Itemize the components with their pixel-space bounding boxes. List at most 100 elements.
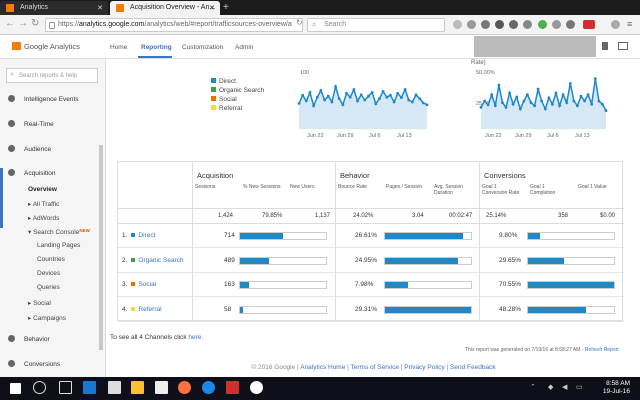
sidebar-scrollbar[interactable] bbox=[99, 145, 103, 350]
task-view-icon[interactable] bbox=[59, 381, 72, 394]
channel-link[interactable]: Referral bbox=[138, 305, 162, 313]
reload-icon[interactable]: ↻ bbox=[31, 18, 40, 29]
sidebar-item-behavior[interactable]: Behavior bbox=[8, 335, 50, 343]
network-icon[interactable]: ◆ bbox=[548, 384, 554, 391]
col-header-pages-session[interactable]: Pages / Session bbox=[386, 184, 423, 190]
extension-icon[interactable] bbox=[509, 20, 518, 29]
app-icon[interactable] bbox=[155, 381, 168, 394]
refresh-report-link[interactable]: Refresh Report bbox=[584, 347, 619, 353]
col-header-new-users[interactable]: New Users bbox=[290, 184, 315, 190]
windows-start-icon[interactable] bbox=[10, 383, 21, 394]
channels-table: Acquisition Behavior Conversions Session… bbox=[117, 161, 624, 322]
conversion-rate-sparkline-chart[interactable] bbox=[477, 73, 610, 131]
app-icon[interactable] bbox=[250, 381, 263, 394]
sidebar-sub-devices[interactable]: Devices bbox=[37, 270, 61, 277]
back-icon[interactable]: ← bbox=[5, 18, 15, 29]
chart-point bbox=[597, 99, 601, 103]
clock-date: 19-Jul-16 bbox=[602, 388, 630, 396]
volume-icon[interactable]: ◀ bbox=[562, 384, 568, 391]
table-row: 1. Direct 714 26.61% 9.80% bbox=[118, 224, 624, 248]
footer-link-privacy[interactable]: Privacy Policy bbox=[404, 364, 445, 371]
chart-point bbox=[543, 107, 547, 111]
firefox-icon[interactable] bbox=[178, 381, 191, 394]
sidebar-sub-search-console[interactable]: ▾ Search ConsoleNEW bbox=[28, 228, 90, 236]
sidebar-sub-queries[interactable]: Queries bbox=[37, 284, 60, 291]
store-icon[interactable] bbox=[83, 381, 96, 394]
new-tab-icon[interactable]: + bbox=[223, 2, 229, 13]
tab-acquisition-overview[interactable]: Acquisition Overview - An... ✕ bbox=[110, 1, 220, 15]
chart-point bbox=[348, 95, 352, 99]
sidebar-sub-social[interactable]: ▸ Social bbox=[28, 300, 51, 307]
language-icon[interactable]: ▭ bbox=[576, 384, 583, 391]
extension-icon[interactable] bbox=[523, 20, 532, 29]
edge-icon[interactable] bbox=[202, 381, 215, 394]
col-header-bounce-rate[interactable]: Bounce Rate bbox=[338, 184, 367, 190]
url-field[interactable]: https://analytics.google.com/analytics/w… bbox=[45, 18, 303, 32]
sidebar-item-intelligence-events[interactable]: Intelligence Events bbox=[8, 95, 79, 103]
footer-link-feedback[interactable]: Send Feedback bbox=[450, 364, 496, 371]
extension-icon[interactable] bbox=[538, 20, 547, 29]
col-header-avg-duration[interactable]: Avg. Session Duration bbox=[434, 184, 464, 197]
see-all-link[interactable]: here. bbox=[188, 334, 204, 341]
apps-icon[interactable] bbox=[618, 42, 628, 50]
menu-icon[interactable]: ≡ bbox=[627, 19, 633, 29]
sidebar-sub-countries[interactable]: Countries bbox=[37, 256, 65, 263]
forward-icon[interactable]: → bbox=[18, 18, 28, 29]
sessions-sparkline-chart[interactable] bbox=[295, 73, 431, 131]
star-icon[interactable] bbox=[453, 20, 462, 29]
file-explorer-icon[interactable] bbox=[131, 381, 144, 394]
extension-icon[interactable] bbox=[566, 20, 575, 29]
col-header-goal1-completion[interactable]: Goal 1 Completion bbox=[530, 184, 556, 197]
col-header-sessions[interactable]: Sessions bbox=[195, 184, 216, 190]
sidebar-item-acquisition[interactable]: Acquisition bbox=[8, 169, 55, 177]
active-section-indicator bbox=[0, 168, 3, 228]
chart-point bbox=[533, 104, 536, 108]
ga-logo[interactable]: Google Analytics bbox=[12, 42, 80, 51]
settings-icon[interactable] bbox=[602, 42, 608, 50]
sidebar-sub-landing-pages[interactable]: Landing Pages bbox=[37, 242, 81, 249]
col-header-new-sessions[interactable]: % New Sessions bbox=[243, 184, 281, 190]
chart-point bbox=[493, 104, 497, 108]
sidebar-sub-campaigns[interactable]: ▸ Campaigns bbox=[28, 315, 66, 322]
channel-link[interactable]: Direct bbox=[138, 232, 156, 239]
footer-link-terms[interactable]: Terms of Service bbox=[350, 364, 399, 371]
tray-chevron-icon[interactable]: ⌃ bbox=[530, 384, 536, 391]
row-rank: 1. bbox=[122, 232, 128, 239]
acrobat-icon[interactable] bbox=[226, 381, 239, 394]
tab-customization[interactable]: Customization bbox=[182, 44, 224, 51]
sidebar-item-conversions[interactable]: Conversions bbox=[8, 360, 60, 368]
reader-icon[interactable] bbox=[467, 20, 476, 29]
col-header-goal1-conv-rate[interactable]: Goal 1 Conversion Rate bbox=[482, 184, 520, 197]
extension-icon[interactable] bbox=[552, 20, 561, 29]
channel-link[interactable]: Organic Search bbox=[138, 256, 184, 264]
search-icon[interactable] bbox=[33, 381, 46, 394]
sidebar-item-real-time[interactable]: Real-Time bbox=[8, 120, 54, 128]
sidebar-item-audience[interactable]: Audience bbox=[8, 145, 51, 153]
footer: © 2016 Google | Analytics Home | Terms o… bbox=[251, 364, 496, 371]
download-icon[interactable] bbox=[481, 20, 490, 29]
browser-search-input[interactable]: ⌕ Search bbox=[307, 18, 445, 32]
sidebar-sub-all-traffic[interactable]: ▸ All Traffic bbox=[28, 201, 60, 208]
col-header-goal1-value[interactable]: Goal 1 Value bbox=[578, 184, 607, 190]
clock[interactable]: 8:58 AM 19-Jul-16 bbox=[603, 380, 630, 397]
sidebar-search-input[interactable]: ⌕ Search reports & help bbox=[6, 68, 98, 83]
chart-point bbox=[407, 98, 411, 102]
footer-link-analytics-home[interactable]: Analytics Home bbox=[300, 364, 346, 371]
account-selector[interactable] bbox=[474, 36, 596, 57]
tab-home[interactable]: Home bbox=[110, 44, 128, 51]
channel-link[interactable]: Social bbox=[138, 281, 157, 288]
home-icon[interactable] bbox=[495, 20, 504, 29]
extension-icon[interactable] bbox=[611, 20, 620, 29]
close-tab-icon[interactable]: ✕ bbox=[209, 5, 215, 12]
url-refresh-icon[interactable]: ↻ bbox=[296, 18, 303, 27]
close-tab-icon[interactable]: ✕ bbox=[97, 5, 103, 12]
chart-point bbox=[385, 95, 389, 99]
chart1-x-label: Jul 13 bbox=[397, 133, 412, 139]
sidebar-sub-overview[interactable]: Overview bbox=[28, 186, 57, 193]
tab-reporting[interactable]: Reporting bbox=[141, 44, 172, 51]
adblock-icon[interactable] bbox=[583, 20, 595, 29]
calculator-icon[interactable] bbox=[108, 381, 121, 394]
tab-analytics[interactable]: Analytics ✕ bbox=[0, 1, 108, 15]
tab-admin[interactable]: Admin bbox=[235, 44, 254, 51]
sidebar-sub-adwords[interactable]: ▸ AdWords bbox=[28, 215, 60, 222]
